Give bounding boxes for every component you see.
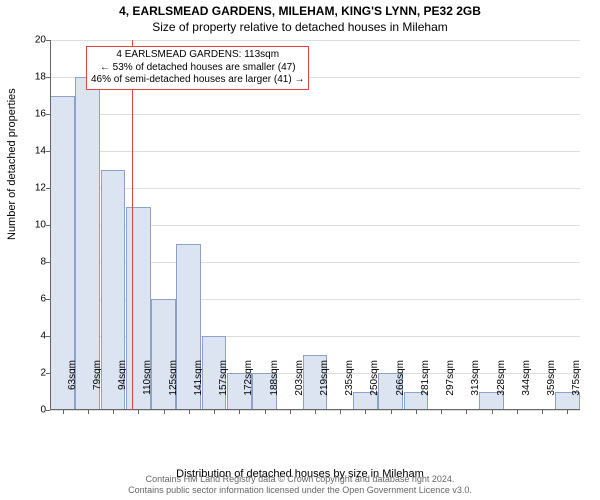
y-axis-label: Number of detached properties [6, 88, 18, 240]
y-tick-label: 14 [22, 146, 46, 157]
callout-box: 4 EARLSMEAD GARDENS: 113sqm← 53% of deta… [86, 46, 309, 90]
x-tick-label: 297sqm [445, 360, 456, 414]
footer-line-2: Contains public sector information licen… [0, 485, 600, 496]
x-tick-mark [113, 410, 114, 414]
x-tick-mark [214, 410, 215, 414]
chart-container: 4, EARLSMEAD GARDENS, MILEHAM, KING'S LY… [0, 0, 600, 500]
gridline [50, 40, 580, 41]
x-axis [50, 409, 580, 410]
x-tick-label: 281sqm [420, 360, 431, 414]
x-tick-label: 375sqm [571, 360, 582, 414]
x-tick-label: 188sqm [269, 360, 280, 414]
x-tick-label: 344sqm [521, 360, 532, 414]
title-main: 4, EARLSMEAD GARDENS, MILEHAM, KING'S LY… [0, 4, 600, 18]
x-tick-mark [365, 410, 366, 414]
callout-line: ← 53% of detached houses are smaller (47… [91, 62, 304, 75]
x-tick-label: 328sqm [496, 360, 507, 414]
x-tick-mark [315, 410, 316, 414]
x-tick-mark [466, 410, 467, 414]
x-tick-mark [492, 410, 493, 414]
x-tick-mark [416, 410, 417, 414]
y-tick-label: 6 [22, 294, 46, 305]
y-tick-label: 8 [22, 257, 46, 268]
y-tick-label: 16 [22, 109, 46, 120]
plot-area: 0246810121416182063sqm79sqm94sqm110sqm12… [50, 40, 580, 410]
title-block: 4, EARLSMEAD GARDENS, MILEHAM, KING'S LY… [0, 0, 600, 34]
x-tick-mark [63, 410, 64, 414]
callout-line: 46% of semi-detached houses are larger (… [91, 74, 304, 87]
footer-line-1: Contains HM Land Registry data © Crown c… [0, 474, 600, 485]
y-axis [50, 40, 51, 410]
x-tick-mark [88, 410, 89, 414]
title-sub: Size of property relative to detached ho… [0, 20, 600, 34]
y-tick-label: 20 [22, 35, 46, 46]
y-tick-label: 2 [22, 368, 46, 379]
callout-line: 4 EARLSMEAD GARDENS: 113sqm [91, 49, 304, 62]
reference-line [132, 40, 133, 410]
x-tick-mark [239, 410, 240, 414]
y-tick-mark [46, 410, 50, 411]
x-tick-mark [189, 410, 190, 414]
x-tick-mark [391, 410, 392, 414]
x-tick-label: 219sqm [319, 360, 330, 414]
y-tick-label: 4 [22, 331, 46, 342]
footer: Contains HM Land Registry data © Crown c… [0, 474, 600, 496]
y-tick-label: 10 [22, 220, 46, 231]
gridline [50, 151, 580, 152]
y-tick-label: 0 [22, 405, 46, 416]
x-tick-mark [441, 410, 442, 414]
gridline [50, 114, 580, 115]
x-tick-mark [340, 410, 341, 414]
y-tick-label: 18 [22, 72, 46, 83]
y-tick-label: 12 [22, 183, 46, 194]
gridline [50, 188, 580, 189]
x-tick-mark [265, 410, 266, 414]
x-tick-mark [290, 410, 291, 414]
x-tick-mark [517, 410, 518, 414]
x-tick-mark [567, 410, 568, 414]
x-tick-mark [542, 410, 543, 414]
x-tick-mark [138, 410, 139, 414]
x-tick-mark [164, 410, 165, 414]
